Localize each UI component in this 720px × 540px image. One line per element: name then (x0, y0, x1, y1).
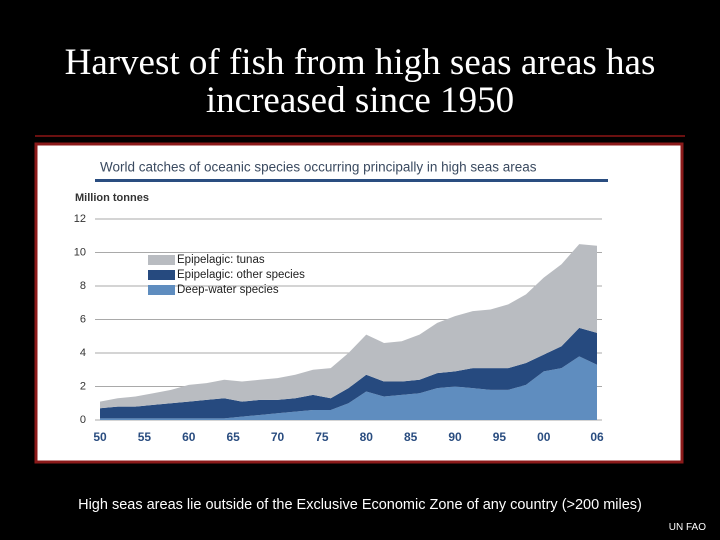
x-tick-label: 06 (590, 430, 604, 444)
x-tick-label: 70 (271, 430, 285, 444)
x-tick-label: 90 (448, 430, 462, 444)
legend-swatch (148, 270, 175, 280)
x-tick-label: 80 (360, 430, 374, 444)
area (100, 356, 597, 420)
legend-label: Epipelagic: other species (177, 269, 305, 281)
x-tick-label: 55 (138, 430, 152, 444)
y-tick-label: 2 (80, 380, 86, 392)
area (100, 244, 597, 409)
source: UN FAO (668, 522, 706, 533)
y-tick-label: 8 (80, 280, 86, 292)
x-tick-label: 65 (226, 430, 240, 444)
y-tick-label: 10 (74, 246, 86, 258)
footnote: High seas areas lie outside of the Exclu… (78, 497, 642, 513)
chart: World catches of oceanic species occurri… (34, 135, 685, 464)
x-tick-label: 95 (493, 430, 507, 444)
y-tick-label: 12 (74, 213, 86, 225)
x-tick-label: 60 (182, 430, 196, 444)
legend-swatch (148, 255, 175, 265)
legend-label: Deep-water species (177, 284, 279, 296)
y-axis-label: Million tonnes (75, 192, 149, 204)
x-tick-label: 00 (537, 430, 551, 444)
x-tick-label: 75 (315, 430, 329, 444)
legend-label: Epipelagic: tunas (177, 254, 265, 266)
y-tick-label: 0 (80, 414, 86, 426)
x-tick-label: 85 (404, 430, 418, 444)
legend-swatch (148, 285, 175, 295)
area (100, 327, 597, 419)
y-tick-label: 4 (80, 347, 86, 359)
y-tick-label: 6 (80, 313, 86, 325)
x-tick-label: 50 (93, 430, 107, 444)
slide-title: Harvest of fish from high seas areas has… (64, 42, 656, 121)
title-rule (95, 179, 608, 182)
chart-title: World catches of oceanic species occurri… (100, 160, 537, 175)
